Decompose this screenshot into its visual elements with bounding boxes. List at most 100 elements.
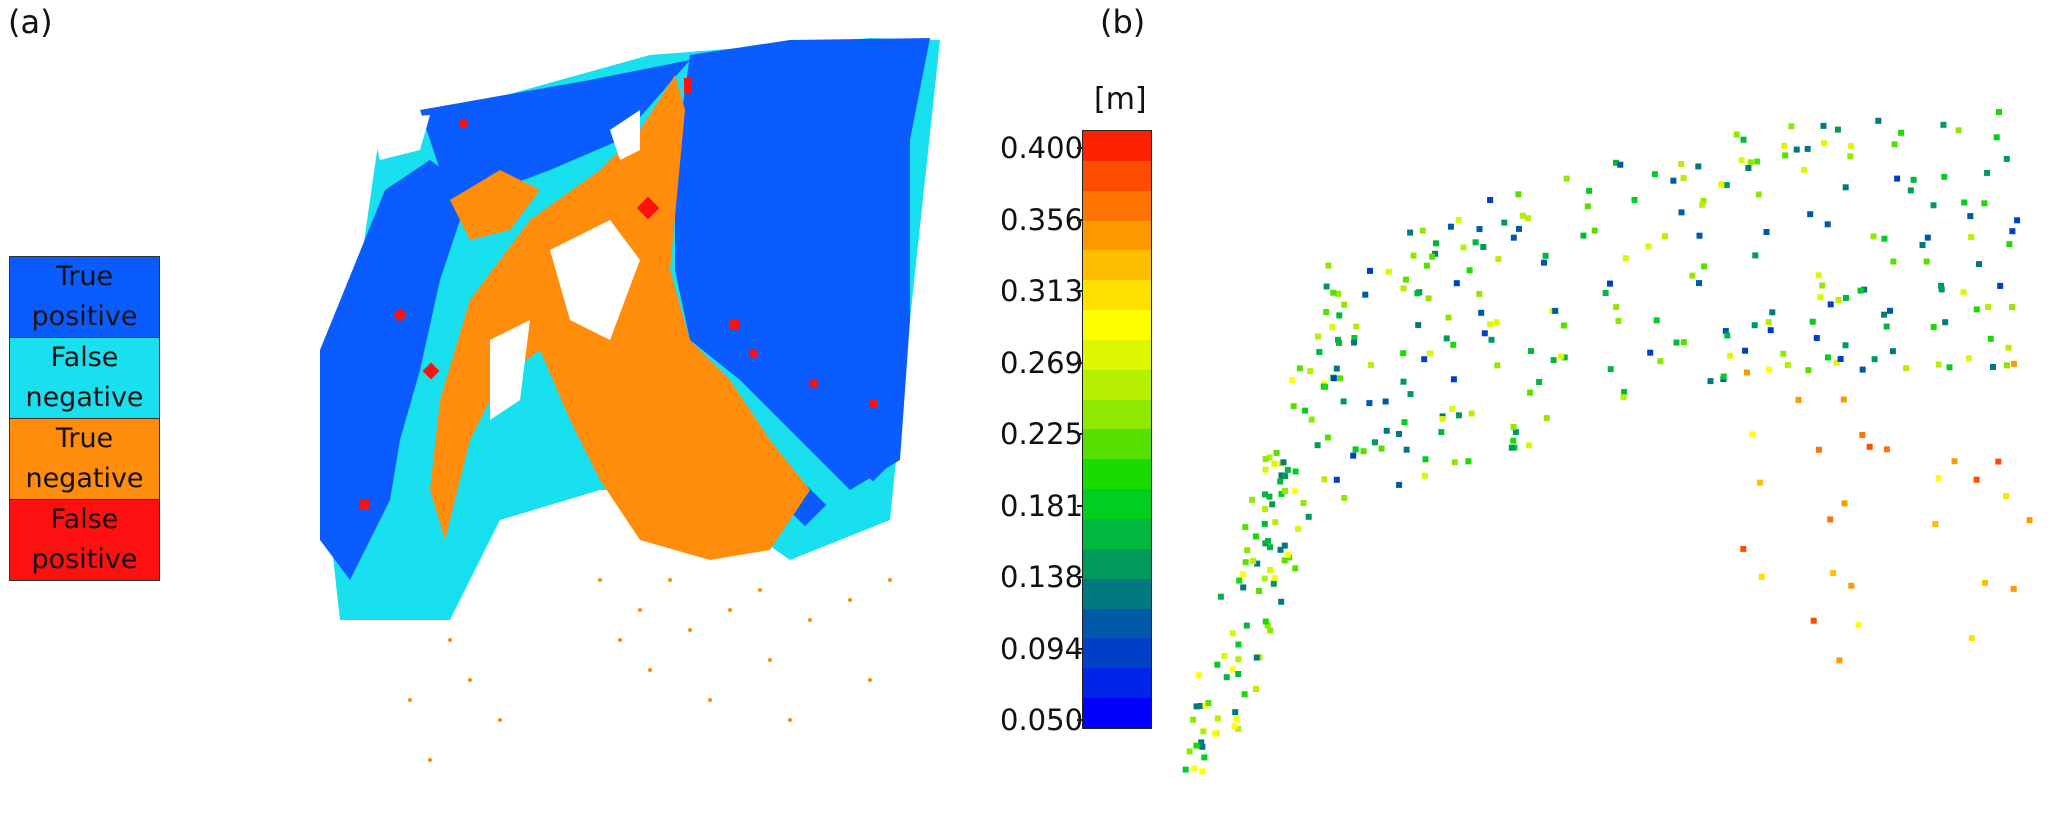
colorbar-tick-mark <box>1077 647 1083 650</box>
error-point <box>1372 439 1378 446</box>
error-point <box>1827 301 1834 308</box>
error-point <box>1584 203 1591 210</box>
error-point <box>1967 213 1974 220</box>
error-point <box>1973 476 1980 483</box>
error-point <box>1231 723 1238 729</box>
legend-item-true-positive: True positive <box>10 257 159 338</box>
error-point <box>1903 365 1910 372</box>
error-point <box>1414 290 1421 297</box>
colorbar-tick-label: 0.313 <box>1000 274 1084 308</box>
error-point <box>1252 533 1259 540</box>
error-point <box>1351 339 1357 346</box>
error-point <box>1282 473 1288 480</box>
error-point <box>1453 280 1460 287</box>
error-point <box>1870 233 1877 240</box>
error-point <box>1235 725 1242 732</box>
error-point <box>1233 716 1240 723</box>
error-point <box>1841 500 1848 507</box>
error-point <box>1465 458 1472 465</box>
error-point <box>1468 410 1475 417</box>
error-point <box>1607 366 1614 373</box>
error-point <box>1793 146 1800 153</box>
colorbar-tick-label: 0.356 <box>1000 202 1084 237</box>
error-point <box>1621 389 1628 395</box>
error-point <box>1487 197 1494 203</box>
error-point <box>1718 181 1725 188</box>
error-point <box>1335 290 1342 297</box>
error-point <box>1742 347 1749 354</box>
error-point <box>1740 136 1747 143</box>
error-point <box>1795 396 1802 403</box>
error-point <box>1696 232 1703 239</box>
error-point <box>1292 565 1299 572</box>
error-point <box>1191 765 1198 772</box>
error-point <box>1707 378 1714 385</box>
error-point <box>1341 495 1348 501</box>
error-point <box>1689 272 1696 279</box>
legend-item-false-positive: False positive <box>10 500 159 580</box>
error-point <box>1422 456 1429 463</box>
error-point <box>1244 547 1251 554</box>
error-point <box>1827 516 1834 523</box>
error-point <box>1695 163 1702 170</box>
error-point <box>1558 353 1565 360</box>
error-point <box>1400 378 1407 385</box>
true-positive-region-right <box>675 38 930 490</box>
true-negative-scatter <box>408 578 892 762</box>
error-point <box>1478 309 1485 316</box>
error-point <box>1647 349 1654 356</box>
error-point <box>1951 458 1958 465</box>
error-point <box>1960 289 1967 296</box>
colorbar-segment <box>1083 459 1151 490</box>
colorbar-segment <box>1083 280 1151 311</box>
error-point <box>1382 398 1389 405</box>
error-point <box>1383 427 1390 434</box>
colorbar-segment <box>1083 399 1151 430</box>
error-point <box>1515 191 1522 198</box>
error-point <box>1680 175 1687 182</box>
error-point <box>1403 446 1410 453</box>
error-point <box>1305 513 1312 520</box>
error-point <box>1330 375 1337 382</box>
error-point <box>1942 319 1949 326</box>
error-point <box>1883 323 1890 330</box>
classification-legend: True positive False negative True negati… <box>9 256 160 581</box>
error-point <box>1780 350 1787 357</box>
error-point <box>1407 229 1414 236</box>
colorbar-tick-label: 0.269 <box>1000 345 1084 380</box>
error-point <box>1280 459 1287 466</box>
error-point <box>1396 431 1402 437</box>
error-point <box>1350 452 1357 459</box>
error-point <box>1296 365 1303 372</box>
error-point <box>1930 202 1937 209</box>
error-point <box>1784 361 1791 368</box>
error-point <box>1264 622 1271 629</box>
error-point <box>1602 290 1609 296</box>
error-point <box>1541 259 1547 266</box>
error-point <box>1813 335 1820 341</box>
error-point <box>1765 319 1772 326</box>
error-point <box>2005 344 2012 351</box>
error-point <box>1278 490 1285 497</box>
colorbar-tick-label: 0.050 <box>1000 703 1084 737</box>
error-point <box>1236 577 1243 584</box>
error-point <box>1229 666 1236 673</box>
error-point <box>1819 282 1826 289</box>
error-point <box>1809 318 1816 325</box>
error-point <box>1322 383 1329 390</box>
error-point <box>1700 197 1707 204</box>
error-point <box>1262 491 1268 498</box>
error-point <box>1653 317 1660 324</box>
colorbar-tick-mark <box>1077 433 1083 435</box>
error-point <box>1335 336 1341 343</box>
error-point <box>1186 748 1193 755</box>
error-point <box>1281 487 1288 494</box>
error-point <box>1403 276 1409 283</box>
error-point <box>1526 442 1533 449</box>
error-point <box>1278 472 1285 479</box>
error-point <box>1205 700 1212 706</box>
error-point <box>1871 356 1878 363</box>
error-point <box>1848 143 1855 150</box>
error-point <box>1932 521 1939 527</box>
error-point <box>1501 219 1508 226</box>
